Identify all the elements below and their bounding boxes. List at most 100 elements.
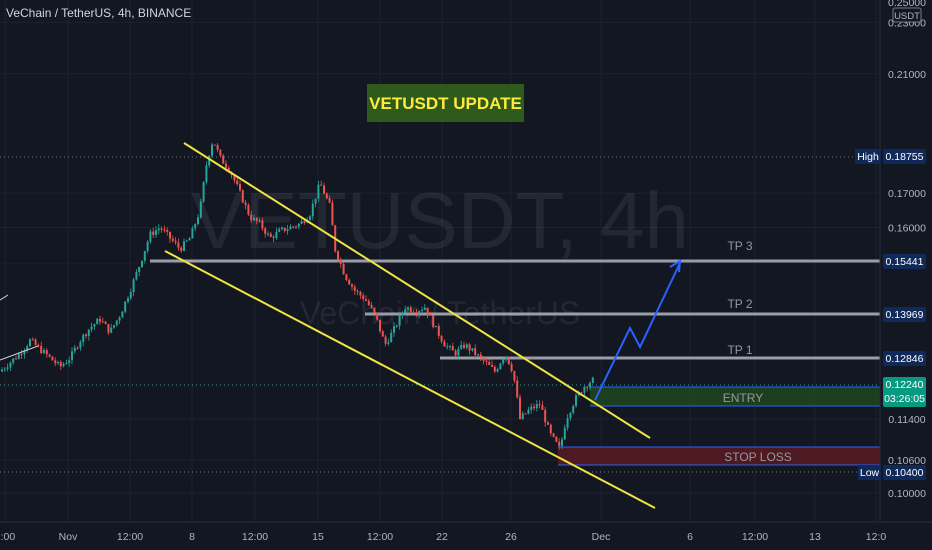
bar-countdown: 03:26:05 <box>884 393 925 405</box>
projection-arrow[interactable] <box>594 259 682 401</box>
candle-body <box>552 433 555 437</box>
candle-body <box>250 214 253 221</box>
candle-body <box>57 362 59 364</box>
candle-body <box>211 144 213 156</box>
candle-body <box>468 344 471 351</box>
candle-body <box>258 220 261 222</box>
candle-body <box>107 324 110 333</box>
candle-body <box>135 272 138 280</box>
candle-body <box>163 229 166 231</box>
candle-body <box>93 324 96 327</box>
candle-body <box>465 344 468 348</box>
candle-body <box>437 325 440 336</box>
candle-body <box>40 345 43 354</box>
candle-body <box>247 204 250 215</box>
candles <box>1 142 594 450</box>
title-box-bg <box>367 84 524 122</box>
candle-body <box>451 346 454 351</box>
candle-body <box>278 229 281 232</box>
candle-body <box>351 284 353 287</box>
candle-body <box>535 404 538 409</box>
candle-body <box>510 364 513 372</box>
candle-body <box>295 226 297 228</box>
candle-body <box>342 263 345 275</box>
candle-body <box>521 413 524 419</box>
candle-body <box>241 190 244 203</box>
candle-body <box>575 395 577 406</box>
candle-body <box>127 298 129 302</box>
candle-body <box>171 238 174 241</box>
candle-body <box>519 397 521 419</box>
candle-body <box>421 309 423 312</box>
candle-body <box>236 180 239 185</box>
tp2-tag-bg <box>883 307 926 322</box>
channel-upper-line[interactable] <box>183 142 651 439</box>
time-tick-label: 12:00 <box>117 531 143 543</box>
candle-body <box>96 318 99 325</box>
candle-body <box>31 339 34 341</box>
candle-body <box>222 155 225 164</box>
top-partial-tick: 0.25000 <box>888 0 926 9</box>
candle-body <box>202 182 205 202</box>
candle-body <box>264 228 267 234</box>
candle-body <box>166 230 169 232</box>
time-axis[interactable]: 2:00 Nov 12:00 8 12:00 15 12:00 22 26 Dec 6 12:00 13… <box>0 521 932 543</box>
candle-body <box>499 363 502 370</box>
candle-body <box>471 348 474 351</box>
channel-lower-line[interactable] <box>164 250 656 509</box>
candle-body <box>426 307 429 315</box>
candle-body <box>390 332 393 343</box>
candle-body <box>505 356 507 359</box>
candle-body <box>239 184 241 191</box>
currency-badge[interactable] <box>892 7 922 23</box>
candle-body <box>292 226 295 228</box>
candle-body <box>155 230 157 235</box>
candle-body <box>586 386 589 388</box>
price-tags: 0.25000 USDT High 0.18755 0.15441 0.1396… <box>855 0 926 480</box>
candle-body <box>362 295 365 300</box>
time-tick-label: 12:00 <box>367 531 393 543</box>
candle-body <box>524 413 527 415</box>
candle-body <box>479 354 482 358</box>
time-tick-label: 26 <box>505 531 517 543</box>
candle-body <box>457 348 460 356</box>
time-tick-label: 15 <box>312 531 324 543</box>
candle-body <box>561 439 563 446</box>
edge-trendline-2 <box>0 345 39 361</box>
candle-body <box>331 202 334 226</box>
candle-body <box>435 325 437 328</box>
candle-body <box>205 165 208 183</box>
symbol-header[interactable]: VeChain / TetherUS, 4h, BINANCE <box>6 6 192 20</box>
candle-body <box>216 145 219 150</box>
candle-body <box>563 427 566 440</box>
candle-body <box>51 356 54 361</box>
candle-body <box>177 242 180 248</box>
candle-body <box>569 412 572 418</box>
price-tick-label: 0.10000 <box>888 488 926 500</box>
candle-body <box>314 198 317 204</box>
candle-body <box>477 354 479 356</box>
candle-body <box>474 348 477 355</box>
candle-body <box>317 184 320 199</box>
candle-body <box>269 233 272 237</box>
price-tick-label: 0.11400 <box>888 414 925 426</box>
candle-body <box>488 361 491 365</box>
candle-body <box>26 346 29 351</box>
candle-body <box>104 321 107 325</box>
candle-body <box>367 300 370 306</box>
candle-body <box>79 341 82 348</box>
price-axis[interactable]: 0.230000.210000.170000.160000.150000.114… <box>879 0 926 522</box>
candle-body <box>538 404 541 406</box>
edge-trendline <box>0 294 9 301</box>
candle-body <box>412 312 415 314</box>
price-tick-label: 0.10600 <box>888 455 926 467</box>
descending-channel[interactable] <box>0 142 656 509</box>
candle-body <box>20 354 23 356</box>
candle-body <box>415 313 418 315</box>
candle-body <box>496 369 499 372</box>
current-price-value: 0.12240 <box>886 379 924 391</box>
candle-body <box>432 315 435 328</box>
candle-body <box>191 228 194 239</box>
candle-body <box>152 231 155 235</box>
